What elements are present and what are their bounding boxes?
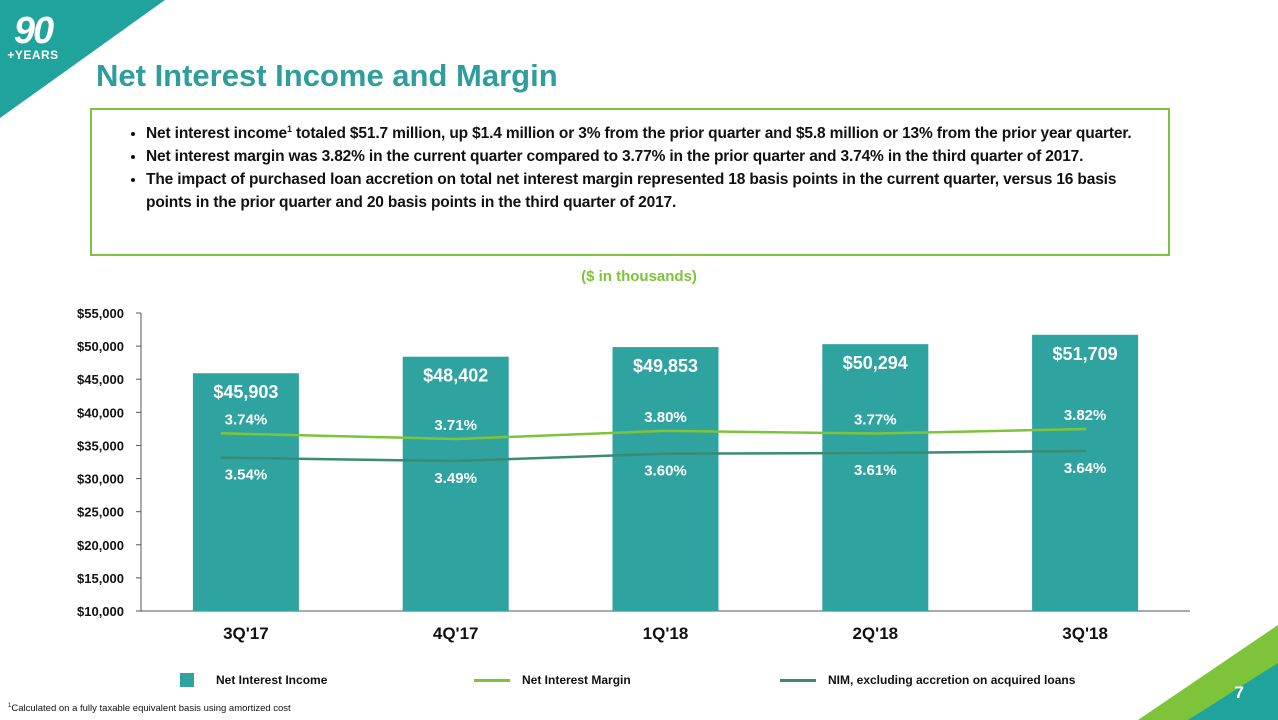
bar-value-label: $45,903 <box>213 382 278 402</box>
bar-3Q'17 <box>192 373 299 611</box>
legend-swatch-bar <box>180 673 194 687</box>
summary-box: Net interest income1 totaled $51.7 milli… <box>90 108 1170 256</box>
y-tick-label: $25,000 <box>77 505 124 520</box>
legend-item-net-interest-margin: Net Interest Margin <box>474 670 631 690</box>
line-value-label: 3.64% <box>1064 460 1107 477</box>
bar-4Q'17 <box>402 356 509 611</box>
y-tick-label: $30,000 <box>77 472 124 487</box>
page-number: 7 <box>1234 683 1244 702</box>
x-category-label: 1Q'18 <box>643 624 689 643</box>
logo-number: 90 <box>13 10 54 52</box>
bar-2Q'18 <box>822 344 929 611</box>
legend-label: Net Interest Margin <box>522 673 631 687</box>
y-tick-label: $40,000 <box>77 405 124 420</box>
legend-swatch-line <box>780 678 816 682</box>
company-logo: 90 +YEARS <box>7 10 59 62</box>
line-value-label: 3.80% <box>644 409 687 426</box>
bar-value-label: $48,402 <box>423 366 488 386</box>
footnote-marker: 1 <box>8 703 12 709</box>
line-value-label: 3.60% <box>644 463 687 480</box>
y-tick-label: $35,000 <box>77 438 124 453</box>
y-tick-label: $20,000 <box>77 538 124 553</box>
x-category-label: 3Q'17 <box>223 624 269 643</box>
line-value-label: 3.61% <box>854 462 897 479</box>
summary-bullets: Net interest income1 totaled $51.7 milli… <box>116 118 1150 214</box>
bullet-net-interest-income: Net interest income1 totaled $51.7 milli… <box>146 118 1150 145</box>
chart-legend: Net Interest Income Net Interest Margin … <box>0 670 1278 690</box>
legend-swatch-line <box>474 678 510 682</box>
corner-decoration-top-left <box>0 0 165 118</box>
page-title: Net Interest Income and Margin <box>96 58 558 93</box>
bullet-text: Net interest income <box>146 125 287 143</box>
series-line-nim-excl-accretion <box>220 449 1087 463</box>
legend-label: Net Interest Income <box>216 673 328 687</box>
bullet-text-cont: totaled $51.7 million, up $1.4 million o… <box>291 125 1132 143</box>
bullet-accretion-impact: The impact of purchased loan accretion o… <box>146 168 1150 214</box>
bar-3Q'18 <box>1032 334 1139 611</box>
x-category-label: 3Q'18 <box>1062 624 1108 643</box>
bar-value-label: $51,709 <box>1053 344 1118 364</box>
bullet-text: The impact of purchased loan accretion o… <box>146 171 1117 212</box>
line-value-label: 3.49% <box>434 470 477 487</box>
footnote: 1Calculated on a fully taxable equivalen… <box>8 703 291 714</box>
legend-item-net-interest-income: Net Interest Income <box>180 670 327 690</box>
footnote-text: Calculated on a fully taxable equivalent… <box>11 703 291 715</box>
bar-value-label: $49,853 <box>633 356 698 376</box>
x-category-label: 4Q'17 <box>433 624 479 643</box>
net-interest-chart: $10,000 $15,000 $20,000 $25,000 $30,000 $35,0… <box>77 306 1190 643</box>
legend-item-nim-excluding-accretion: NIM, excluding accretion on acquired loa… <box>780 670 1075 690</box>
series-line-nim <box>220 427 1087 441</box>
line-value-label: 3.54% <box>225 467 268 484</box>
x-category-label: 2Q'18 <box>852 624 898 643</box>
logo-text: +YEARS <box>7 48 59 62</box>
line-value-label: 3.82% <box>1064 407 1107 424</box>
corner-decoration-bottom-right <box>1138 625 1278 720</box>
units-note: ($ in thousands) <box>581 268 697 285</box>
line-value-label: 3.74% <box>225 411 268 428</box>
y-tick-label: $15,000 <box>77 571 124 586</box>
legend-label: NIM, excluding accretion on acquired loa… <box>828 673 1076 687</box>
line-value-label: 3.77% <box>854 412 897 429</box>
bar-value-label: $50,294 <box>843 353 908 373</box>
y-tick-label: $55,000 <box>77 306 124 321</box>
y-tick-label: $10,000 <box>77 604 124 619</box>
bullet-text: Net interest margin was 3.82% in the cur… <box>146 148 1084 166</box>
footnote-marker: 1 <box>287 124 292 134</box>
bullet-net-interest-margin: Net interest margin was 3.82% in the cur… <box>146 145 1150 168</box>
line-value-label: 3.71% <box>434 417 477 434</box>
y-tick-label: $50,000 <box>77 339 124 354</box>
bar-1Q'18 <box>612 347 719 611</box>
y-tick-label: $45,000 <box>77 372 124 387</box>
